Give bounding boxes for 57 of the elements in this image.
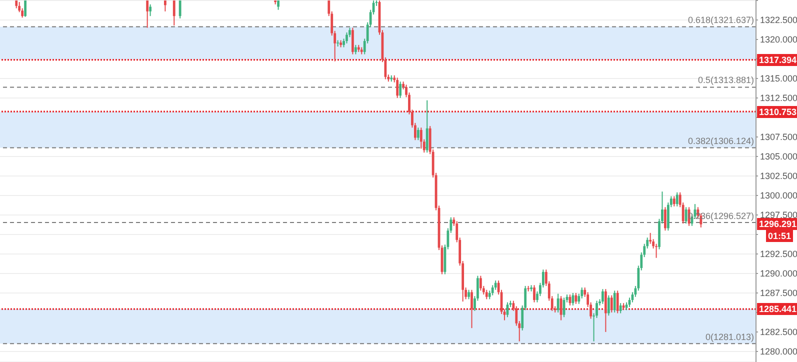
candlestick xyxy=(610,294,613,313)
y-tick-label: 1302.500 xyxy=(760,171,797,182)
y-tick-label: 1292.500 xyxy=(760,249,797,260)
candlestick xyxy=(613,290,616,313)
candlestick xyxy=(420,127,422,150)
candlestick xyxy=(655,243,658,258)
y-tick-label: 1320.000 xyxy=(760,34,797,45)
y-tick-label: 1307.500 xyxy=(760,132,797,142)
candlestick xyxy=(602,288,604,304)
ref-line-label: 0(1281.013) xyxy=(705,332,754,343)
candlestick xyxy=(470,289,473,329)
candlestick xyxy=(396,77,399,98)
candlestick xyxy=(684,206,688,224)
candlestick xyxy=(485,289,488,300)
candlestick xyxy=(616,290,619,314)
text: 01:51 xyxy=(766,230,794,242)
candlestick xyxy=(416,127,420,141)
candlestick xyxy=(676,192,678,207)
candlestick xyxy=(346,32,348,44)
candlestick xyxy=(619,302,622,314)
y-tick-label: 1290.000 xyxy=(760,268,797,279)
candlestick xyxy=(672,196,676,207)
candlestick xyxy=(491,284,494,296)
y-tick-label: 1322.500 xyxy=(760,15,797,26)
candlestick xyxy=(426,100,428,154)
ref-line-label: 1317.394 xyxy=(757,54,797,66)
text: 1296.291 xyxy=(757,218,797,230)
candlestick xyxy=(146,0,149,28)
candlestick xyxy=(533,284,536,303)
ref-line-label: 1285.441 xyxy=(757,303,797,316)
candlestick xyxy=(556,293,560,313)
ref-line-label: 0.618(1321.637) xyxy=(688,14,754,26)
candlestick xyxy=(399,81,402,98)
y-tick-label: 1280.000 xyxy=(760,346,797,357)
y-tick-label: 1282.500 xyxy=(760,327,797,338)
y-tick-label: 1297.500 xyxy=(760,210,797,220)
candlestick xyxy=(649,232,652,244)
ref-line-label: 1310.753 xyxy=(757,106,797,118)
ref-line-label: 0.5(1313.881) xyxy=(698,75,754,86)
candlestick xyxy=(149,4,152,17)
candlestick xyxy=(604,288,607,332)
candlestick xyxy=(468,289,470,300)
y-tick-label: 1305.000 xyxy=(760,152,797,162)
y-tick-label: 1315.000 xyxy=(760,74,797,84)
y-tick-label: 1312.500 xyxy=(760,93,797,104)
candlestick xyxy=(172,0,176,26)
candlestick xyxy=(178,0,182,19)
candlestick xyxy=(607,294,610,316)
candlestick xyxy=(24,0,26,18)
y-tick-label: 1287.500 xyxy=(760,288,797,298)
candlestick xyxy=(354,44,357,55)
candlestick xyxy=(574,292,578,304)
ref-line-label: 0.382(1306.124) xyxy=(688,136,754,147)
candlestick xyxy=(479,275,482,292)
candlestick xyxy=(352,27,354,55)
y-tick-label: 1300.000 xyxy=(760,190,797,201)
candlestick xyxy=(664,206,666,232)
